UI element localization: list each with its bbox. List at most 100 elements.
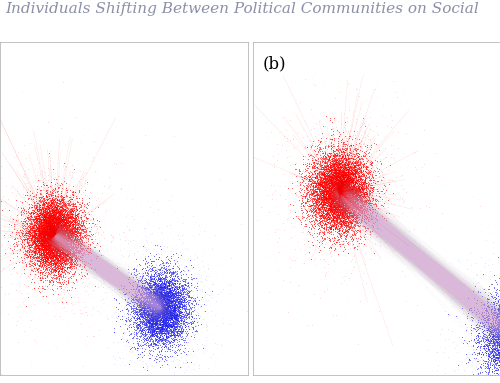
Point (146, 326, 154, 332)
Point (20, 237, 28, 243)
Point (326, 195, 334, 201)
Point (162, 287, 170, 293)
Point (326, 225, 334, 231)
Point (340, 197, 348, 203)
Point (116, 355, 124, 361)
Point (340, 195, 348, 201)
Point (59, 253, 67, 259)
Point (338, 217, 346, 223)
Point (333, 195, 341, 201)
Point (358, 138, 366, 144)
Point (154, 296, 162, 302)
Point (200, 345, 207, 351)
Point (150, 308, 158, 314)
Point (140, 310, 148, 316)
Point (364, 150, 372, 156)
Point (51, 267, 59, 273)
Point (48, 240, 56, 246)
Point (369, 184, 377, 190)
Point (286, 213, 294, 219)
Point (38, 231, 46, 237)
Point (328, 201, 336, 207)
Point (330, 181, 338, 187)
Point (321, 170, 329, 177)
Point (45, 208, 53, 214)
Point (356, 144, 364, 150)
Point (156, 306, 164, 312)
Point (476, 354, 484, 360)
Point (43, 241, 51, 247)
Point (26, 229, 34, 235)
Point (48, 240, 56, 246)
Point (46, 236, 54, 242)
Point (36, 210, 44, 216)
Point (334, 215, 342, 221)
Point (160, 304, 168, 310)
Point (338, 184, 345, 190)
Point (98, 236, 106, 242)
Point (374, 136, 382, 142)
Point (48, 232, 56, 239)
Point (160, 326, 168, 332)
Point (476, 333, 484, 339)
Point (158, 323, 166, 329)
Point (30, 236, 38, 242)
Point (48, 228, 56, 234)
Point (54, 237, 62, 243)
Point (332, 193, 340, 200)
Point (322, 185, 330, 191)
Point (159, 290, 167, 296)
Point (38, 231, 46, 237)
Point (288, 234, 296, 240)
Point (338, 191, 346, 197)
Point (21, 179, 29, 185)
Point (36, 177, 44, 183)
Point (141, 254, 149, 260)
Point (81, 229, 89, 235)
Point (47, 257, 55, 264)
Point (322, 198, 330, 205)
Point (22, 237, 30, 243)
Point (142, 314, 150, 320)
Point (324, 170, 332, 176)
Point (54, 240, 62, 246)
Point (320, 198, 328, 204)
Point (378, 190, 386, 196)
Point (312, 217, 320, 223)
Point (52, 219, 60, 226)
Point (0, 276, 4, 282)
Point (340, 234, 348, 241)
Point (153, 304, 161, 311)
Point (60, 269, 68, 275)
Point (335, 202, 343, 208)
Point (58, 231, 66, 237)
Point (337, 187, 345, 193)
Point (494, 362, 500, 368)
Point (341, 180, 349, 186)
Point (104, 183, 112, 190)
Point (338, 173, 345, 179)
Point (156, 309, 164, 316)
Point (171, 280, 179, 286)
Point (150, 316, 158, 322)
Point (340, 247, 348, 253)
Point (321, 229, 329, 235)
Point (59, 237, 67, 244)
Point (174, 288, 182, 294)
Point (132, 331, 140, 337)
Point (42, 231, 50, 237)
Point (171, 308, 179, 314)
Point (50, 213, 58, 219)
Point (38, 211, 46, 218)
Point (172, 230, 179, 236)
Point (36, 232, 44, 238)
Point (334, 194, 342, 200)
Point (337, 192, 345, 198)
Point (328, 185, 336, 191)
Point (68, 246, 76, 252)
Point (332, 195, 340, 201)
Point (28, 224, 36, 231)
Point (160, 266, 168, 272)
Point (43, 226, 51, 232)
Point (19, 184, 27, 190)
